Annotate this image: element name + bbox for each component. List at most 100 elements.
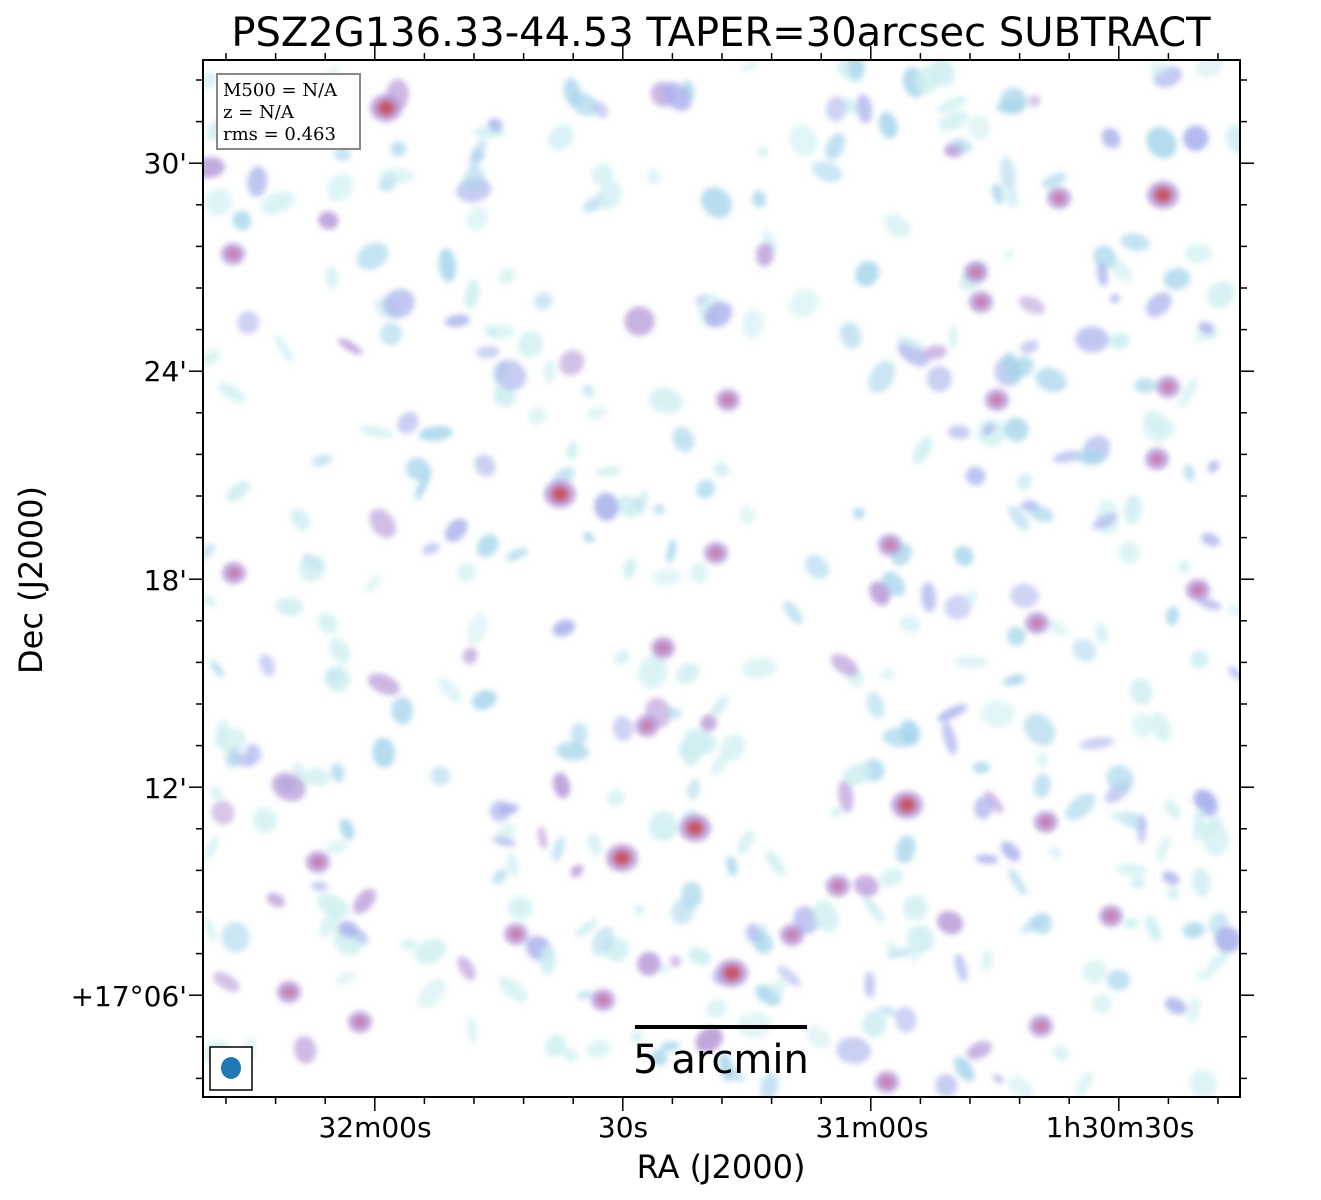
noise-blob (926, 365, 952, 392)
noise-blob (657, 965, 671, 974)
noise-blob (586, 1040, 611, 1058)
bright-source-core (283, 987, 295, 997)
noise-blob (325, 665, 351, 692)
noise-blob (726, 855, 738, 875)
chart-title: PSZ2G136.33-44.53 TAPER=30arcsec SUBTRAC… (231, 10, 1211, 56)
noise-blob (259, 653, 275, 677)
noise-blob (1134, 378, 1156, 394)
bright-source-core (657, 643, 669, 653)
noise-blob (274, 334, 294, 363)
noise-blob (612, 715, 634, 742)
noise-blob (1226, 125, 1240, 154)
noise-blob (1167, 886, 1179, 900)
beam-indicator (209, 1046, 253, 1091)
noise-blob (1092, 513, 1117, 530)
noise-blob (704, 301, 733, 328)
noise-blob (337, 338, 363, 355)
noise-blob (863, 896, 885, 923)
noise-blob (637, 951, 661, 976)
noise-blob (552, 836, 565, 862)
noise-blob (1028, 94, 1041, 107)
noise-blob (696, 479, 716, 499)
noise-blob (866, 691, 885, 719)
noise-blob (623, 562, 633, 575)
noise-blob (1028, 505, 1054, 523)
noise-blob (508, 896, 533, 920)
noise-blob (493, 359, 527, 391)
noise-blob (844, 97, 858, 115)
bright-source-core (1151, 454, 1163, 464)
noise-blob (489, 800, 511, 823)
noise-blob (981, 949, 993, 973)
noise-blob (1052, 1045, 1069, 1061)
y-tick-label-18: 18' (144, 564, 187, 597)
noise-blob (1020, 500, 1038, 511)
noise-blob (1194, 330, 1220, 342)
noise-blob (1096, 262, 1109, 287)
noise-blob (1082, 959, 1108, 984)
noise-blob (825, 96, 847, 122)
noise-blob (720, 734, 746, 762)
noise-blob (1120, 233, 1150, 252)
noise-blob (968, 115, 990, 141)
noise-blob (487, 118, 503, 132)
noise-blob (1019, 339, 1039, 354)
noise-blob (752, 190, 766, 208)
noise-blob (1145, 914, 1161, 942)
noise-blob (492, 868, 508, 885)
noise-blob (1186, 996, 1201, 1023)
noise-blob (1008, 867, 1027, 896)
noise-blob (266, 892, 286, 908)
noise-blob (638, 655, 668, 689)
noise-blob (430, 766, 451, 786)
noise-blob (883, 214, 911, 238)
noise-blob (739, 505, 756, 525)
noise-blob (879, 868, 904, 887)
noise-blob (475, 345, 500, 359)
noise-blob (710, 695, 729, 718)
noise-blob (203, 156, 225, 179)
bright-source-core (970, 267, 982, 277)
noise-blob (467, 612, 488, 646)
noise-blob (1192, 789, 1215, 811)
noise-blob (1166, 606, 1179, 626)
noise-blob (1192, 816, 1223, 841)
noise-blob (1178, 376, 1198, 409)
x-tick-label-30s: 30s (598, 1111, 648, 1144)
noise-blob (982, 423, 995, 436)
noise-blob (1003, 249, 1015, 260)
noise-blob (953, 1056, 975, 1082)
noise-blob (897, 335, 926, 350)
noise-blob (1207, 460, 1220, 473)
noise-blob (1111, 258, 1132, 283)
noise-blob (467, 1015, 477, 1044)
noise-blob (437, 676, 462, 703)
noise-blob (543, 359, 556, 384)
noise-blob (899, 615, 921, 633)
noise-blob (951, 138, 972, 153)
noise-blob (864, 971, 875, 998)
noise-blob (587, 833, 603, 856)
noise-blob (463, 166, 486, 191)
noise-blob (681, 739, 700, 767)
noise-blob (367, 673, 400, 696)
bright-source-core (832, 881, 844, 891)
noise-blob (954, 545, 974, 567)
noise-blob (760, 1072, 779, 1097)
noise-blob (215, 718, 228, 748)
noise-blob (710, 754, 727, 777)
y-axis-label: Dec (J2000) (12, 486, 50, 674)
noise-blob (591, 926, 614, 956)
noise-blob (226, 481, 251, 502)
noise-blob (1189, 1069, 1218, 1097)
noise-blob (675, 662, 700, 684)
noise-blob (498, 267, 516, 285)
noise-blob (839, 321, 862, 349)
noise-blob (594, 492, 619, 521)
bright-source-core (1105, 911, 1117, 921)
noise-blob (574, 919, 599, 937)
noise-blob (910, 943, 927, 962)
y-tick-label-24: 24' (144, 355, 187, 388)
bright-source-core (991, 395, 1003, 405)
